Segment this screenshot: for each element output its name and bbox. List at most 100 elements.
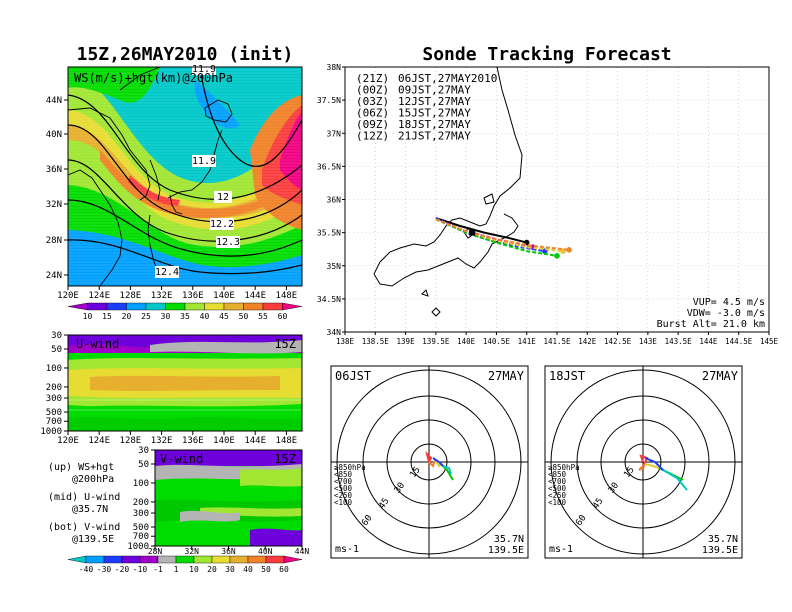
contour-label: 11.9 — [192, 64, 216, 75]
lon-tick-label: 128E — [120, 291, 142, 301]
colorbar-cell — [87, 302, 108, 311]
colorbar-label: 15 — [102, 312, 112, 321]
contour-label: 12 — [217, 192, 229, 203]
colorbar-cell — [67, 302, 88, 311]
lon-tick-label: 140E — [213, 436, 235, 446]
lat-tick-label: 44N — [46, 96, 62, 106]
hodograph-lat: 35.7N — [494, 534, 524, 545]
left-panel-title: 15Z,26MAY2010 (init) — [77, 44, 294, 65]
colorbar-label: 35 — [180, 312, 190, 321]
lat-tick-label: 44N — [295, 547, 310, 556]
lon-tick-label: 144E — [699, 337, 718, 346]
lat-tick-label: 36.5N — [317, 162, 341, 171]
colorbar-cell — [193, 555, 213, 564]
lon-tick-label: 139.5E — [422, 337, 450, 346]
lon-tick-label: 132E — [151, 436, 173, 446]
colorbar-cell — [247, 555, 267, 564]
ws-band — [68, 110, 302, 230]
hodograph-18jst: 18JST 27MAY15304560≥850hPa<850<700<500<25… — [544, 365, 743, 559]
ws-band — [194, 80, 240, 129]
colorbar-label: 30 — [225, 565, 235, 574]
hodograph-frame — [544, 365, 743, 559]
hodograph-date: 27MAY — [702, 369, 739, 383]
u-wind-frame — [67, 334, 303, 432]
track-lat-axis: 38N 37.5N 37N 36.5N 36N 35.5N 35N 34.5N 34N — [317, 63, 345, 337]
hodograph-segment — [428, 459, 436, 468]
colorbar-cell — [103, 555, 123, 564]
legend-line: @35.7N — [72, 504, 108, 515]
colorbar-cell — [283, 555, 303, 564]
lon-tick-label: 145E — [760, 337, 779, 346]
contour-label: 12.3 — [216, 237, 240, 248]
hodograph-segment — [432, 457, 444, 467]
pressure-tick-label: 300 — [46, 394, 62, 404]
legend-code: (09Z) — [356, 118, 389, 131]
level-legend-item: <100 — [334, 498, 353, 507]
map-lon-axis: 120E 124E 128E 132E 136E 140E 144E 148E — [57, 286, 297, 301]
lat-tick-label: 34N — [327, 328, 342, 337]
colorbar-label: 1 — [174, 565, 179, 574]
hodograph-segment — [639, 454, 649, 469]
lon-tick-label: 136E — [182, 436, 204, 446]
u-wind-time: 15Z — [274, 337, 296, 351]
v-wind-time: 15Z — [274, 452, 296, 466]
info-vup: VUP= 4.5 m/s — [693, 297, 765, 308]
colorbar-cell — [175, 555, 195, 564]
right-panel-title: Sonde Tracking Forecast — [422, 44, 671, 65]
pressure-tick-label: 100 — [46, 364, 62, 374]
hodograph-segment — [425, 450, 433, 463]
hodograph-unit: ms-1 — [335, 544, 359, 555]
ws-band — [280, 112, 302, 190]
lat-tick-label: 35N — [327, 262, 342, 271]
pressure-tick-label: 200 — [133, 498, 149, 508]
lon-tick-label: 144E — [244, 436, 266, 446]
lon-tick-label: 136E — [182, 291, 204, 301]
pressure-tick-label: 500 — [133, 523, 149, 533]
level-legend-item: <500 — [334, 484, 353, 493]
ws-band — [128, 175, 180, 206]
wind-colorbar: -40 -30 -20 -10 -1 1 10 20 30 40 50 60 — [67, 555, 303, 574]
hodograph-segment — [662, 469, 688, 491]
hodograph-segment — [644, 457, 664, 471]
pressure-tick-label: 30 — [51, 331, 62, 341]
colorbar-label: 45 — [219, 312, 229, 321]
colorbar-cell — [106, 302, 127, 311]
colorbar-cell — [139, 555, 159, 564]
track-end-point — [566, 247, 572, 253]
track-info: VUP= 4.5 m/s VDW= -3.0 m/s Burst Alt= 21… — [657, 297, 765, 330]
ws-band — [100, 150, 270, 219]
level-legend-item: <500 — [548, 484, 567, 493]
pressure-tick-label: 1000 — [127, 542, 149, 552]
contour-label: 12.2 — [210, 219, 234, 230]
ws-colorbar: 10 15 20 25 30 35 40 45 50 55 60 — [67, 302, 303, 321]
lon-tick-label: 143.5E — [665, 337, 693, 346]
lon-tick-label: 142E — [578, 337, 597, 346]
info-burst: Burst Alt= 21.0 km — [657, 319, 765, 330]
track-lon-axis: 138E 138.5E 139E 139.5E 140E 140.5E 141E 141.5E… — [336, 332, 779, 346]
height-contours — [68, 67, 302, 275]
lat-tick-label: 37.5N — [317, 96, 341, 105]
pressure-tick-label: 700 — [133, 532, 149, 542]
hodograph-frame — [330, 365, 529, 559]
u-wind-field — [68, 335, 302, 431]
track-series — [435, 217, 546, 253]
lat-tick-label: 28N — [46, 236, 62, 246]
u-wind-lon-axis: 120E 124E 128E 132E 136E 140E 144E 148E — [57, 431, 297, 446]
u-wind-label: U-wind — [76, 337, 119, 351]
pressure-tick-label: 100 — [133, 479, 149, 489]
lon-tick-label: 120E — [57, 436, 79, 446]
panel-legend-text: (up) WS+hgt @200hPa (mid) U-wind @35.7N … — [48, 462, 120, 545]
level-legend-item: ≥850hPa — [548, 463, 580, 472]
hodograph-06jst: 06JST 27MAY15304560≥850hPa<850<700<500<25… — [330, 365, 529, 559]
pressure-tick-label: 30 — [138, 446, 149, 456]
colorbar-label: 60 — [279, 565, 289, 574]
colorbar-cell — [211, 555, 231, 564]
colorbar-label: 60 — [278, 312, 288, 321]
pressure-tick-label: 50 — [138, 460, 149, 470]
lon-tick-label: 148E — [276, 291, 298, 301]
lat-tick-label: 34.5N — [317, 295, 341, 304]
pressure-tick-label: 700 — [46, 417, 62, 427]
colorbar-cell — [121, 555, 141, 564]
